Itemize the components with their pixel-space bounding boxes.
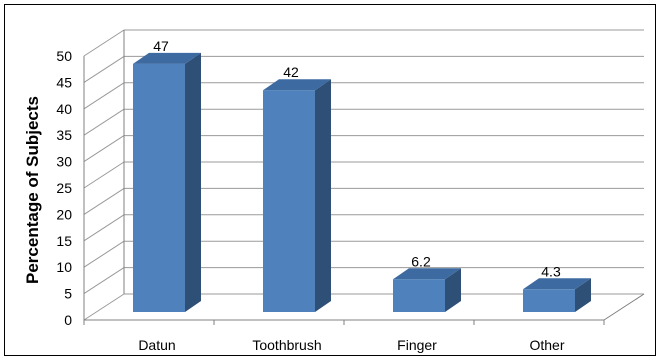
gridlines	[83, 29, 644, 321]
y-axis-title: Percentage of Subjects	[23, 96, 42, 284]
bar-side-datun	[185, 52, 201, 313]
data-label: 47	[153, 38, 169, 54]
x-category-label: Other	[529, 337, 564, 353]
gridline-side	[83, 108, 125, 136]
bar-top-toothbrush	[263, 79, 331, 91]
bar-top-datun	[133, 52, 201, 64]
y-tick-label: 40	[56, 101, 72, 117]
y-tick-label: 5	[64, 286, 72, 302]
floor-edge	[603, 293, 645, 321]
bar-finger	[393, 279, 445, 312]
bar-top-other	[523, 278, 591, 290]
labels: 0 5 10 15 20 25 30 35 40 45 50 47 Datun 42 Toothbrush 6…	[56, 38, 564, 353]
y-tick-label: 10	[56, 259, 72, 275]
bar-top-finger	[393, 268, 461, 280]
y-tick-label: 30	[56, 154, 72, 170]
axes	[83, 30, 645, 325]
data-label: 42	[283, 64, 299, 80]
x-category-label: Finger	[397, 337, 437, 353]
gridline-side	[83, 187, 125, 215]
bar-side-other	[575, 278, 591, 312]
y-tick-label: 15	[56, 233, 72, 249]
bar-side-finger	[445, 268, 461, 312]
gridline-side	[83, 29, 125, 57]
gridline-side	[83, 240, 125, 268]
bar-datun	[133, 63, 185, 313]
gridline-side	[83, 214, 125, 242]
gridline-side	[83, 161, 125, 189]
data-label: 6.2	[411, 253, 431, 269]
gridline-side	[83, 55, 125, 83]
chart-frame	[4, 4, 656, 356]
gridline-side	[83, 267, 125, 295]
y-tick-label: 35	[56, 127, 72, 143]
bars	[133, 52, 591, 313]
gridline-side	[83, 293, 125, 321]
gridline-side	[83, 82, 125, 110]
y-tick-label: 25	[56, 180, 72, 196]
x-category-label: Datun	[138, 337, 175, 353]
bar-toothbrush	[263, 90, 315, 313]
y-tick-label: 20	[56, 206, 72, 222]
x-category-label: Toothbrush	[252, 337, 321, 353]
bar-other	[523, 289, 575, 312]
y-tick-label: 0	[64, 312, 72, 328]
y-tick-label: 50	[56, 48, 72, 64]
y-tick-label: 45	[56, 74, 72, 90]
data-label: 4.3	[541, 263, 561, 279]
bar-side-toothbrush	[315, 79, 331, 313]
gridline-side	[83, 135, 125, 163]
